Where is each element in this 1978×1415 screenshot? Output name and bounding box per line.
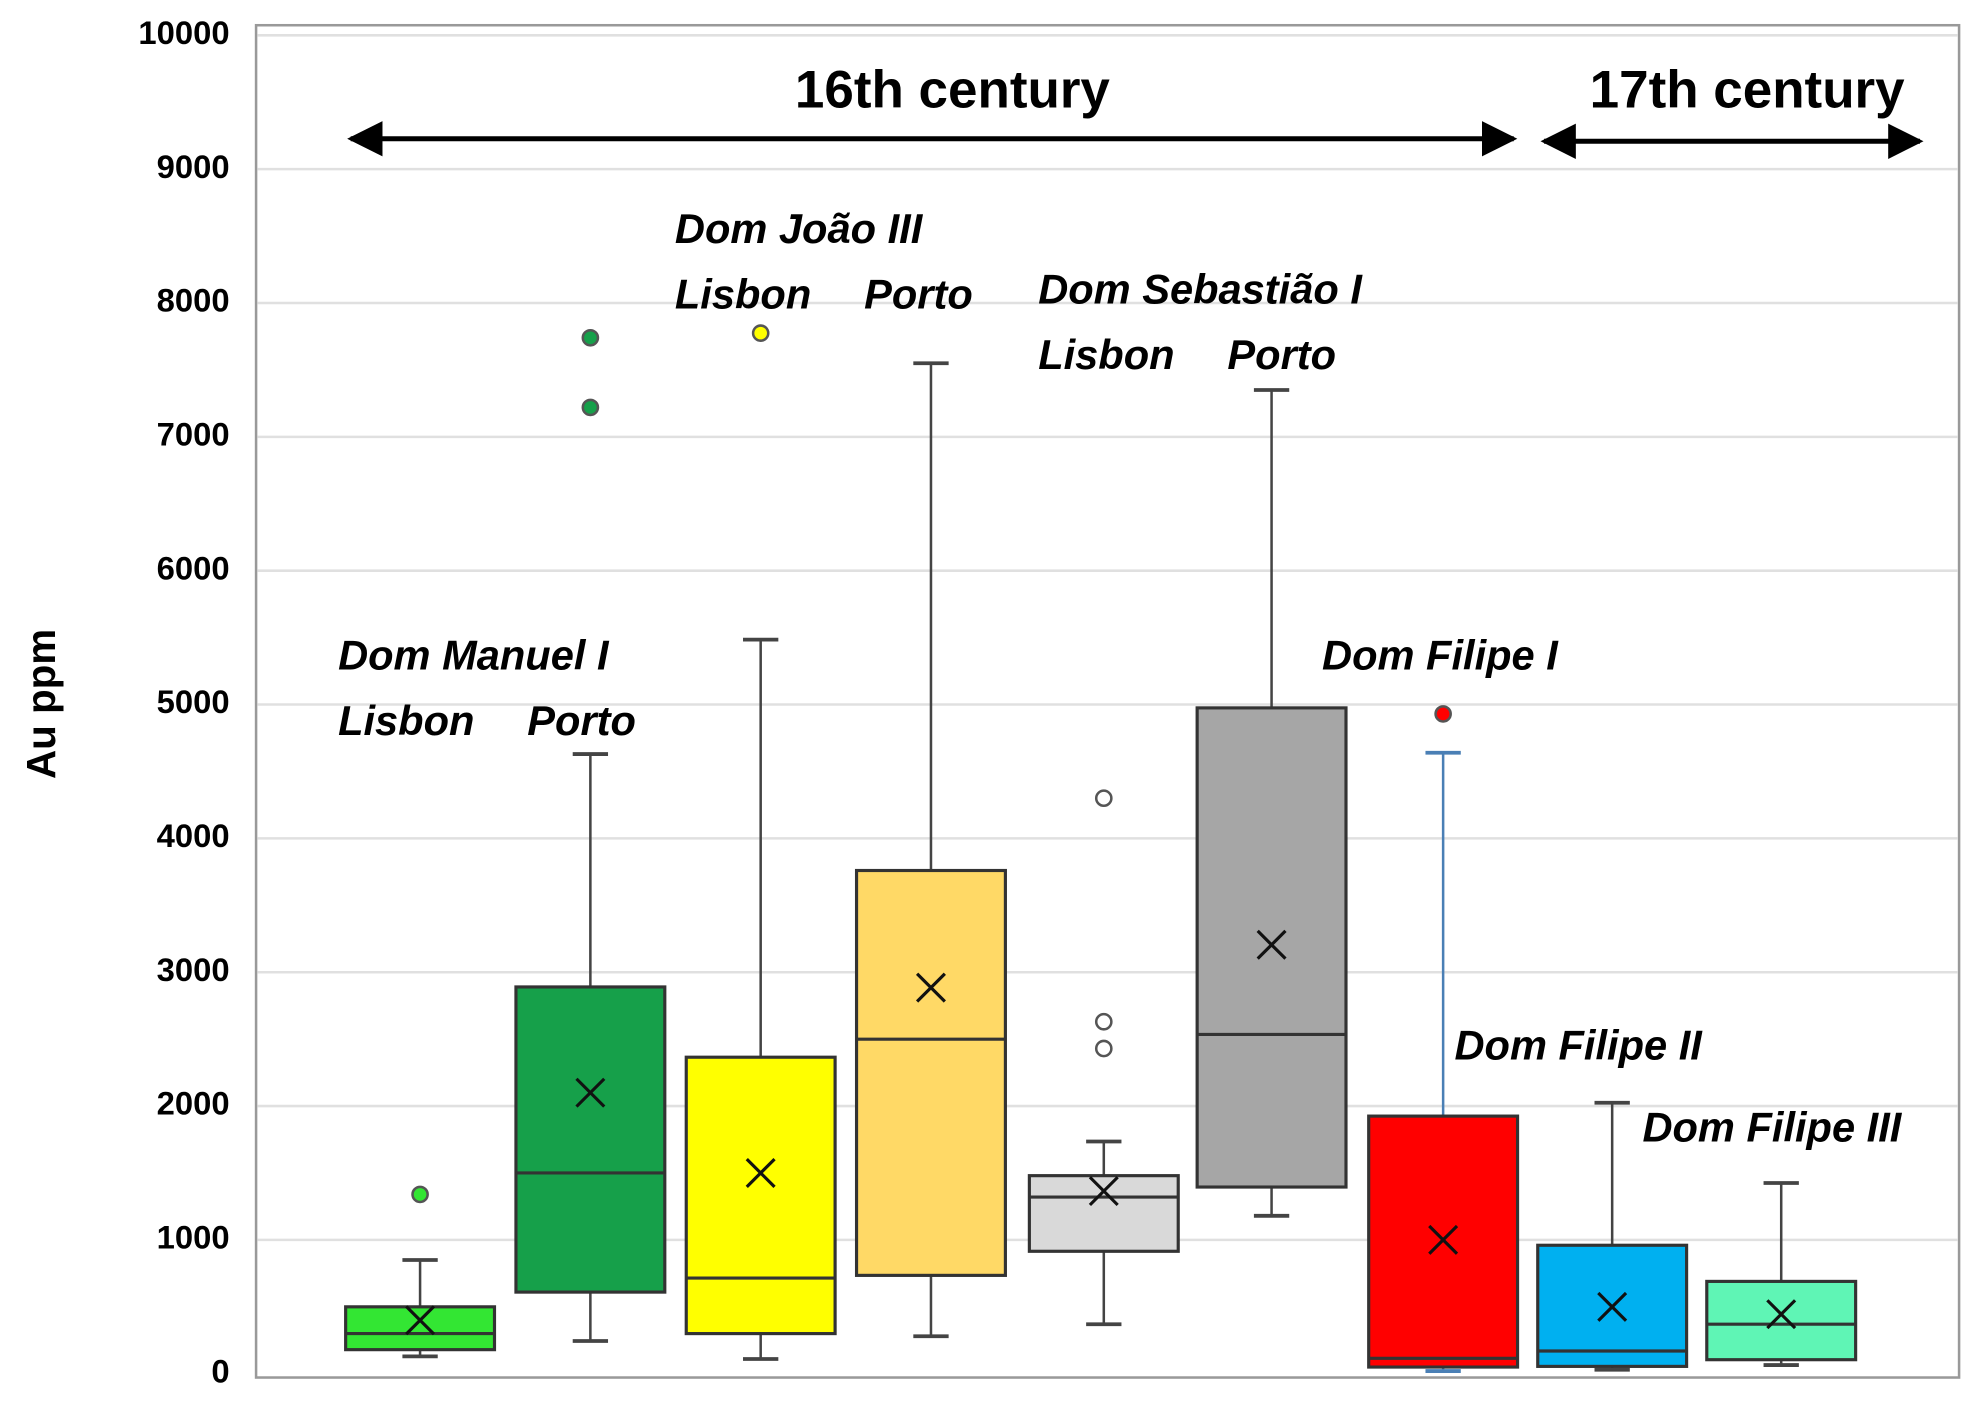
- y-tick-label: 0: [211, 1352, 229, 1389]
- annotation: Lisbon: [338, 697, 474, 744]
- mean-marker: [575, 1077, 606, 1108]
- mean-marker: [1256, 929, 1287, 960]
- box: [854, 868, 1007, 1277]
- box: [514, 985, 667, 1294]
- box: [684, 1055, 837, 1336]
- mean-marker: [1766, 1299, 1797, 1330]
- annotation: Dom Sebastião I: [1038, 266, 1363, 313]
- period-label: 16th century: [795, 60, 1111, 119]
- outlier: [581, 328, 600, 347]
- annotation: Porto: [1227, 331, 1336, 378]
- outlier: [1094, 1012, 1113, 1031]
- outlier: [581, 398, 600, 417]
- y-tick-label: 7000: [157, 416, 230, 453]
- annotation: Lisbon: [675, 271, 811, 318]
- annotation: Porto: [864, 271, 973, 318]
- y-tick-label: 1000: [157, 1219, 230, 1256]
- mean-marker: [1597, 1291, 1628, 1322]
- y-axis-label: Au ppm: [18, 629, 64, 779]
- mean-marker: [1088, 1176, 1119, 1207]
- outlier: [1094, 789, 1113, 808]
- annotation: Dom Manuel I: [338, 631, 610, 678]
- mean-marker: [1428, 1224, 1459, 1255]
- box: [344, 1305, 497, 1352]
- box: [1705, 1279, 1858, 1362]
- y-tick-label: 5000: [157, 683, 230, 720]
- y-tick-label: 10000: [138, 14, 229, 51]
- annotation: Dom Filipe III: [1642, 1103, 1902, 1150]
- mean-marker: [745, 1157, 776, 1188]
- outlier: [751, 324, 770, 342]
- y-tick-label: 3000: [157, 951, 230, 988]
- outlier: [1434, 705, 1452, 723]
- period-label: 17th century: [1590, 60, 1906, 119]
- outlier: [1094, 1039, 1113, 1058]
- annotation: Lisbon: [1038, 331, 1174, 378]
- annotation: Dom Filipe II: [1454, 1021, 1703, 1068]
- y-tick-label: 8000: [157, 282, 230, 319]
- outlier: [411, 1185, 429, 1204]
- mean-marker: [915, 972, 946, 1003]
- annotation: Dom João III: [675, 205, 924, 252]
- box: [1027, 1174, 1180, 1253]
- y-tick-label: 9000: [157, 148, 230, 185]
- mean-marker: [405, 1305, 436, 1336]
- y-tick-label: 4000: [157, 817, 230, 854]
- y-tick-label: 2000: [157, 1085, 230, 1122]
- annotation: Porto: [527, 697, 636, 744]
- y-tick-label: 6000: [157, 549, 230, 586]
- box: [1195, 706, 1348, 1189]
- annotation: Dom Filipe I: [1322, 631, 1559, 678]
